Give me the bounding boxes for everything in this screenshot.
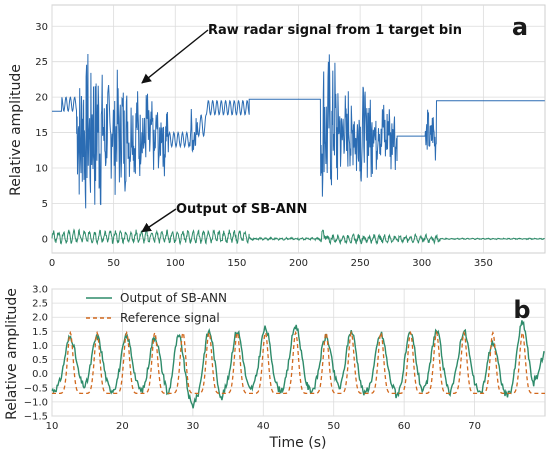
annotation-arrows: [141, 29, 209, 233]
panel-a-y-axis-label: Relative amplitude: [8, 64, 24, 196]
sbann-output-line-b: [51, 320, 545, 409]
panel-b-grid: [51, 288, 545, 417]
panel-b-x-tick-label: 20: [116, 421, 129, 432]
legend-label-reference: Reference signal: [120, 311, 220, 325]
panel-b-y-tick-label: 1.5: [32, 327, 48, 338]
panel-a-y-tick-label: 15: [35, 128, 48, 139]
panel-a: 0 50 100 150 200 250 300 350 0 5 10 15 20 25 30 Relati…: [8, 4, 546, 269]
panel-b: 10 20 30 40 50 60 70 −1.5 −1.0 −0.5 0.0 0.5 1.0 1.5 2.…: [4, 285, 546, 451]
panel-b-y-tick-label: 3.0: [32, 285, 48, 296]
panel-a-x-tick-label: 250: [351, 258, 370, 269]
panel-a-y-tick-label: 25: [35, 57, 48, 68]
panel-b-y-axis-label: Relative amplitude: [4, 288, 20, 420]
panel-a-lines: [51, 53, 545, 246]
panel-b-x-tick-label: 60: [398, 421, 411, 432]
panel-b-x-tick-label: 30: [186, 421, 199, 432]
panel-b-y-tick-label: 2.0: [32, 313, 48, 324]
panel-b-x-axis-label: Time (s): [269, 435, 327, 451]
panel-b-letter: b: [513, 296, 530, 324]
panel-a-x-tick-label: 50: [107, 258, 120, 269]
panel-a-x-tick-label: 300: [412, 258, 431, 269]
annotation-arrow-raw: [141, 29, 209, 84]
panel-a-letter: a: [512, 13, 528, 41]
panel-a-y-tick-label: 30: [35, 22, 48, 33]
panel-b-x-tick-label: 50: [327, 421, 340, 432]
annotation-raw-signal: Raw radar signal from 1 target bin: [208, 23, 462, 38]
panel-a-x-tick-label: 100: [166, 258, 185, 269]
reference-signal-line: [52, 330, 545, 395]
panel-a-y-tick-label: 20: [35, 93, 48, 104]
annotation-sbann-output: Output of SB-ANN: [176, 202, 307, 217]
panel-a-ticks: 0 50 100 150 200 250 300 350 0 5 10 15 20 25 30: [35, 22, 493, 269]
panel-a-x-tick-label: 200: [289, 258, 308, 269]
raw-radar-signal-line: [52, 53, 545, 209]
panel-b-lines: [51, 320, 545, 409]
panel-b-x-tick-label: 40: [257, 421, 270, 432]
sbann-output-line-a: [51, 228, 545, 246]
annotation-arrow-sbann: [141, 208, 177, 233]
panel-a-y-tick-label: 10: [35, 163, 48, 174]
panel-a-y-tick-label: 5: [42, 199, 48, 210]
panel-b-y-tick-label: 0.5: [32, 355, 48, 366]
panel-a-y-tick-label: 0: [42, 234, 48, 245]
panel-b-y-tick-label: 2.5: [32, 299, 48, 310]
panel-b-y-tick-label: 0.0: [32, 369, 48, 380]
panel-b-y-tick-label: −1.5: [24, 412, 48, 423]
panel-b-y-tick-label: −0.5: [24, 383, 48, 394]
panel-a-x-tick-label: 0: [49, 258, 55, 269]
panel-a-x-tick-label: 150: [227, 258, 246, 269]
panel-b-ticks: 10 20 30 40 50 60 70 −1.5 −1.0 −0.5 0.0 0.5 1.0 1.5 2.…: [24, 285, 481, 433]
panel-b-x-tick-label: 70: [468, 421, 481, 432]
panel-b-x-tick-label: 10: [46, 421, 59, 432]
panel-b-y-tick-label: −1.0: [24, 397, 48, 408]
panel-b-y-tick-label: 1.0: [32, 341, 48, 352]
panel-a-x-tick-label: 350: [474, 258, 493, 269]
legend-label-sbann: Output of SB-ANN: [120, 291, 227, 305]
panel-b-legend: Output of SB-ANN Reference signal: [86, 291, 227, 325]
